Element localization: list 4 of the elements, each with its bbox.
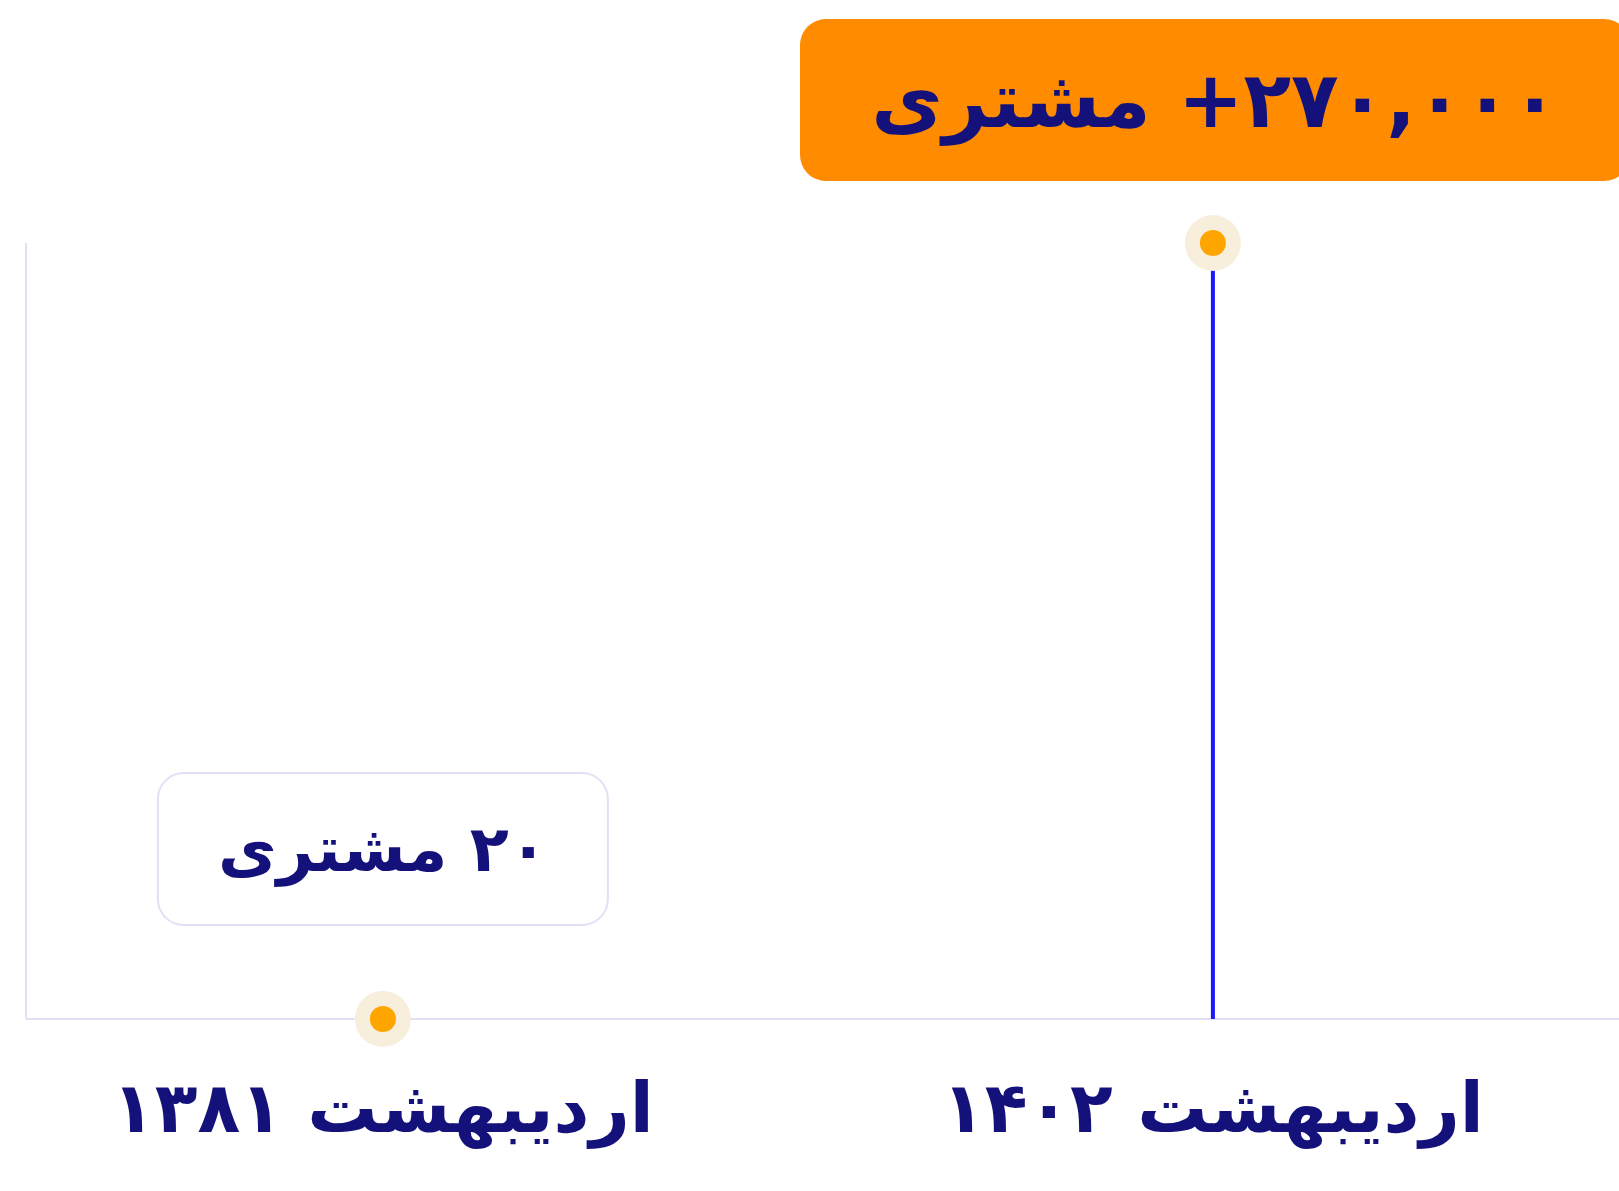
x-tick-label: اردیبهشت ۱۴۰۲	[941, 1067, 1484, 1149]
data-label: ۲۰ مشتری	[218, 812, 548, 887]
data-label: ۲۷۰,۰۰۰+ مشتری	[871, 55, 1559, 146]
x-tick-label: اردیبهشت ۱۳۸۱	[111, 1067, 654, 1149]
